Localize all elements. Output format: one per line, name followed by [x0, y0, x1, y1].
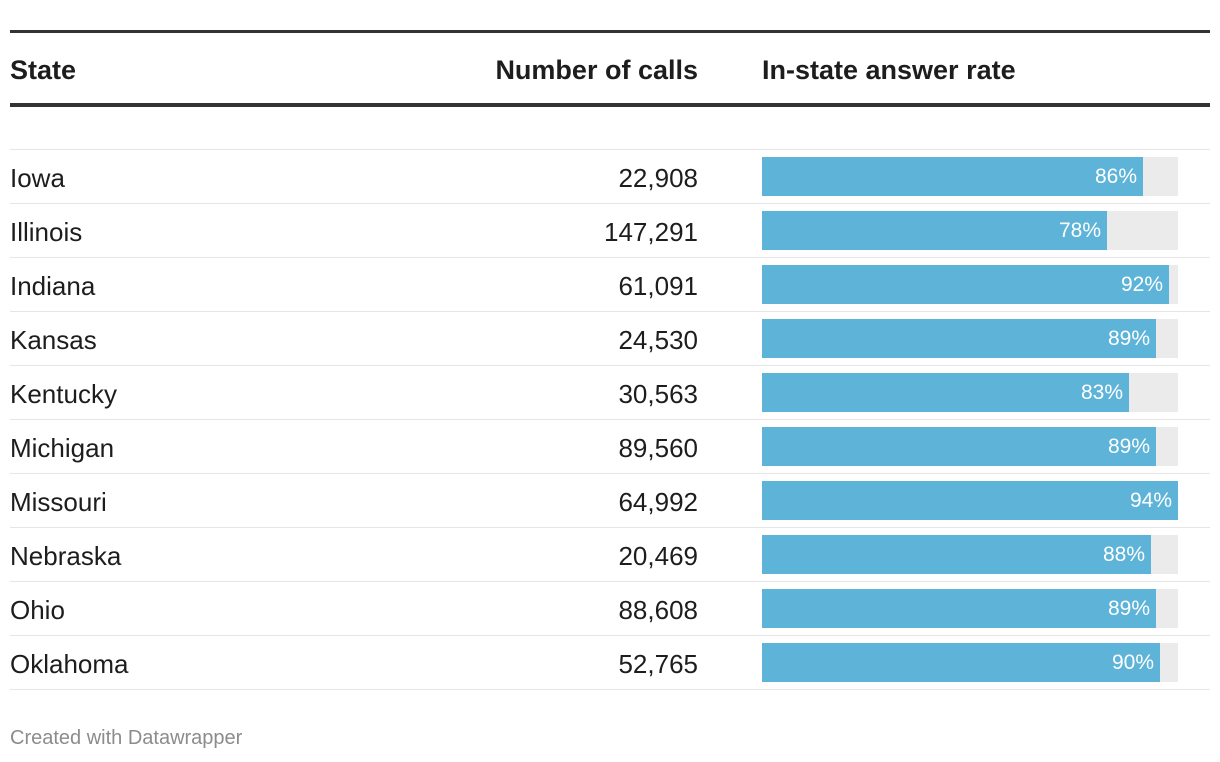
rate-bar: 89%	[762, 319, 1156, 358]
rate-bar: 89%	[762, 589, 1156, 628]
state-cell: Illinois	[10, 217, 83, 247]
table-row: Kansas 24,530 89%	[10, 312, 1210, 366]
rate-bar: 92%	[762, 265, 1169, 304]
rate-bar-track: 89%	[762, 427, 1178, 466]
calls-cell: 64,992	[618, 487, 698, 517]
rate-bar-track: 94%	[762, 481, 1178, 520]
column-header-rate: In-state answer rate	[762, 55, 1016, 85]
table-row: Indiana 61,091 92%	[10, 258, 1210, 312]
table-row: Kentucky 30,563 83%	[10, 366, 1210, 420]
header-row: State Number of calls In-state answer ra…	[10, 33, 1210, 103]
rate-bar: 83%	[762, 373, 1129, 412]
rate-bar-track: 88%	[762, 535, 1178, 574]
rate-bar-track: 86%	[762, 157, 1178, 196]
header-rule	[10, 103, 1210, 107]
rate-bar: 86%	[762, 157, 1143, 196]
rate-label: 89%	[1107, 435, 1150, 458]
calls-cell: 30,563	[618, 379, 698, 409]
calls-cell: 24,530	[618, 325, 698, 355]
rate-bar-track: 92%	[762, 265, 1178, 304]
rate-bar: 88%	[762, 535, 1151, 574]
table-row: Oklahoma 52,765 90%	[10, 636, 1210, 690]
rate-bar-track: 90%	[762, 643, 1178, 682]
top-rule	[10, 30, 1210, 33]
rate-label: 78%	[1058, 219, 1101, 242]
rate-bar: 90%	[762, 643, 1160, 682]
rate-bar: 94%	[762, 481, 1178, 520]
rate-bar: 78%	[762, 211, 1107, 250]
table-row: Ohio 88,608 89%	[10, 582, 1210, 636]
state-cell: Nebraska	[10, 541, 122, 571]
calls-cell: 147,291	[604, 217, 698, 247]
rate-label: 86%	[1094, 165, 1137, 188]
rate-bar: 89%	[762, 427, 1156, 466]
rate-label: 88%	[1102, 543, 1145, 566]
rate-label: 90%	[1111, 651, 1154, 674]
state-cell: Missouri	[10, 487, 107, 517]
state-cell: Kansas	[10, 325, 97, 355]
rate-bar-track: 78%	[762, 211, 1178, 250]
footer-credit: Created with Datawrapper	[10, 727, 243, 749]
table-body: Iowa 22,908 86% Illinois 147,291 78% Indiana 61…	[10, 150, 1210, 690]
state-cell: Oklahoma	[10, 649, 129, 679]
column-header-calls: Number of calls	[495, 55, 698, 85]
state-cell: Iowa	[10, 163, 65, 193]
rate-bar-track: 89%	[762, 319, 1178, 358]
rate-bar-track: 89%	[762, 589, 1178, 628]
calls-cell: 20,469	[618, 541, 698, 571]
rate-label: 83%	[1080, 381, 1123, 404]
state-cell: Michigan	[10, 433, 115, 463]
rate-label: 94%	[1129, 489, 1172, 512]
calls-cell: 61,091	[618, 271, 698, 301]
table-row: Michigan 89,560 89%	[10, 420, 1210, 474]
header-spacer	[10, 107, 1210, 150]
calls-cell: 89,560	[618, 433, 698, 463]
state-cell: Kentucky	[10, 379, 117, 409]
table-row: Nebraska 20,469 88%	[10, 528, 1210, 582]
rate-label: 92%	[1120, 273, 1163, 296]
table-row: Missouri 64,992 94%	[10, 474, 1210, 528]
state-cell: Indiana	[10, 271, 96, 301]
rate-bar-track: 83%	[762, 373, 1178, 412]
table-row: Illinois 147,291 78%	[10, 204, 1210, 258]
calls-cell: 88,608	[618, 595, 698, 625]
state-cell: Ohio	[10, 595, 65, 625]
rate-label: 89%	[1107, 327, 1150, 350]
rate-label: 89%	[1107, 597, 1150, 620]
table-row: Iowa 22,908 86%	[10, 150, 1210, 204]
column-header-state: State	[10, 55, 77, 85]
data-table: State Number of calls In-state answer ra…	[10, 30, 1210, 690]
calls-cell: 52,765	[618, 649, 698, 679]
calls-cell: 22,908	[618, 163, 698, 193]
